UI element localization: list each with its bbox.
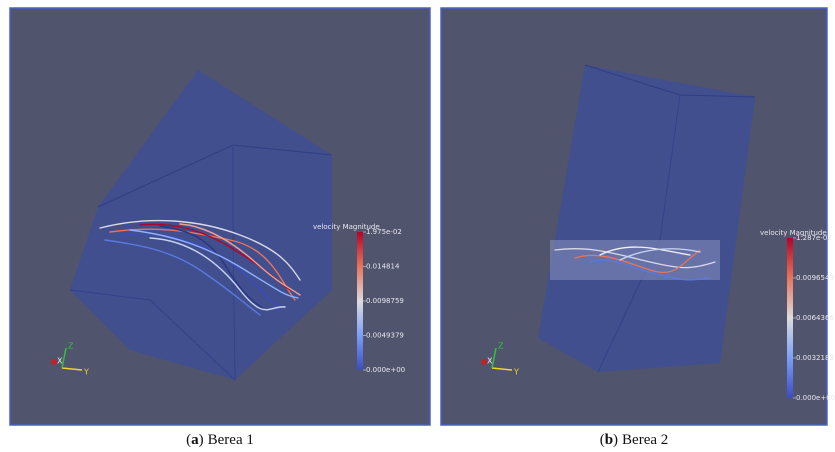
axis-label: Y — [513, 368, 519, 377]
axis-label: X — [57, 357, 63, 366]
legend-title: velocity Magnitude — [313, 223, 380, 231]
color-bar — [357, 232, 363, 370]
caption: (b) Berea 2 — [600, 432, 669, 448]
legend-label: 0.0032183 — [796, 354, 834, 362]
streamlines — [99, 219, 301, 316]
caption-close: ) — [613, 432, 618, 448]
axis-x — [51, 359, 57, 365]
legend-label: 0.000e+00 — [366, 366, 405, 374]
sample-box — [70, 70, 332, 380]
axis-label: Z — [498, 342, 504, 351]
caption-label: a — [191, 432, 199, 448]
legend-label: 1.287e-02 — [796, 234, 832, 242]
legend-title: velocity Magnitude — [760, 229, 827, 237]
caption-text: Berea 1 — [208, 432, 254, 448]
streamlines — [550, 240, 720, 281]
axis-label: Y — [83, 368, 89, 377]
caption-close: ) — [199, 432, 204, 448]
axis-label: X — [487, 357, 493, 366]
legend-label: 0.014814 — [366, 263, 400, 271]
axis-z — [491, 347, 497, 369]
axes-triad: X Y Z — [51, 342, 89, 377]
legend-label: 0.0049379 — [366, 332, 404, 340]
caption-text: Berea 2 — [622, 432, 668, 448]
legend-label: 0.0096549 — [796, 274, 834, 282]
legend-label: 1.975e-02 — [366, 228, 402, 236]
axis-x — [481, 359, 487, 365]
axis-y — [61, 367, 83, 371]
box-edge — [69, 289, 236, 381]
caption: (a) Berea 1 — [186, 432, 254, 448]
axis-z — [61, 347, 67, 369]
axis-label: Z — [68, 342, 74, 351]
legend-label: 0.0098759 — [366, 297, 404, 305]
legend-label: 0.0064366 — [796, 314, 834, 322]
sample-box — [538, 65, 755, 372]
legend-label: 0.000e+00 — [796, 394, 835, 402]
box-edge — [232, 145, 236, 381]
axis-y — [491, 367, 513, 371]
caption-label: b — [605, 432, 613, 448]
caption-open: ( — [186, 432, 191, 448]
axes-triad: X Y Z — [481, 342, 519, 377]
caption-open: ( — [600, 432, 605, 448]
color-bar — [787, 238, 793, 398]
